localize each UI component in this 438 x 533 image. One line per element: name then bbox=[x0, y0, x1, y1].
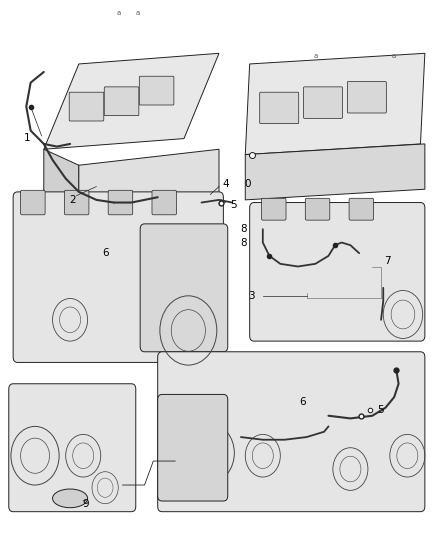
Text: 0: 0 bbox=[244, 179, 251, 189]
Text: 9: 9 bbox=[82, 499, 89, 508]
Text: 5: 5 bbox=[230, 200, 237, 209]
FancyBboxPatch shape bbox=[140, 224, 228, 352]
FancyBboxPatch shape bbox=[139, 76, 174, 105]
Polygon shape bbox=[245, 53, 425, 155]
FancyBboxPatch shape bbox=[250, 203, 425, 341]
FancyBboxPatch shape bbox=[13, 192, 223, 362]
FancyBboxPatch shape bbox=[305, 198, 330, 220]
FancyBboxPatch shape bbox=[158, 352, 425, 512]
Polygon shape bbox=[245, 144, 425, 200]
Text: 7: 7 bbox=[384, 256, 391, 266]
Text: 6: 6 bbox=[299, 398, 306, 407]
Text: 1: 1 bbox=[24, 133, 31, 142]
FancyBboxPatch shape bbox=[108, 190, 133, 215]
FancyBboxPatch shape bbox=[21, 190, 45, 215]
Polygon shape bbox=[79, 149, 219, 213]
FancyBboxPatch shape bbox=[304, 87, 343, 118]
Ellipse shape bbox=[53, 489, 88, 507]
Text: 6: 6 bbox=[102, 248, 109, 258]
Text: 5: 5 bbox=[377, 406, 384, 415]
FancyBboxPatch shape bbox=[158, 394, 228, 501]
Polygon shape bbox=[44, 149, 79, 213]
Polygon shape bbox=[44, 53, 219, 149]
Text: a: a bbox=[116, 10, 120, 17]
FancyBboxPatch shape bbox=[69, 92, 104, 121]
FancyBboxPatch shape bbox=[152, 190, 177, 215]
Text: a: a bbox=[313, 53, 318, 59]
Text: a: a bbox=[136, 10, 140, 17]
Text: 4: 4 bbox=[222, 179, 229, 189]
Text: 2: 2 bbox=[69, 195, 76, 205]
Text: 3: 3 bbox=[248, 291, 255, 301]
FancyBboxPatch shape bbox=[347, 82, 386, 113]
FancyBboxPatch shape bbox=[261, 198, 286, 220]
Text: 8: 8 bbox=[240, 238, 247, 247]
FancyBboxPatch shape bbox=[104, 87, 139, 116]
Text: a: a bbox=[392, 53, 396, 59]
FancyBboxPatch shape bbox=[260, 92, 299, 124]
FancyBboxPatch shape bbox=[9, 384, 136, 512]
FancyBboxPatch shape bbox=[349, 198, 374, 220]
FancyBboxPatch shape bbox=[64, 190, 89, 215]
Text: 8: 8 bbox=[240, 224, 247, 234]
